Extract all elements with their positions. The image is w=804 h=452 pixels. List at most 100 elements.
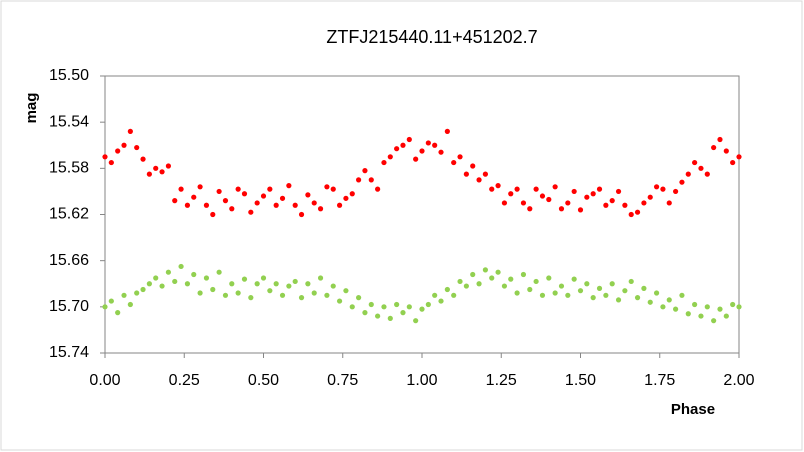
data-point: [394, 146, 400, 152]
data-point: [222, 198, 229, 204]
data-point: [520, 200, 527, 206]
data-point: [178, 263, 184, 270]
data-point: [501, 283, 508, 289]
x-tick-label: 0.25: [169, 372, 200, 389]
data-point: [210, 286, 216, 293]
data-point: [210, 211, 216, 218]
data-point: [343, 195, 349, 201]
data-point: [267, 288, 273, 294]
data-point: [470, 271, 476, 278]
data-point: [330, 186, 336, 192]
data-point: [248, 295, 254, 301]
data-point: [571, 276, 577, 282]
data-point: [273, 281, 279, 287]
data-point: [102, 304, 108, 310]
data-point: [267, 186, 273, 192]
data-point: [362, 168, 368, 174]
data-point: [375, 186, 381, 192]
data-point: [425, 301, 431, 308]
data-point: [730, 159, 736, 166]
data-point: [349, 191, 355, 197]
data-point: [673, 188, 679, 195]
data-point: [413, 318, 419, 324]
data-point: [666, 297, 672, 303]
data-point: [387, 315, 393, 321]
data-point: [660, 304, 666, 310]
data-point: [609, 281, 615, 287]
data-point: [653, 290, 660, 296]
data-point: [673, 306, 679, 312]
chart-title: ZTFJ215440.11+451202.7: [326, 27, 537, 47]
data-point: [400, 142, 406, 148]
data-point: [108, 298, 114, 304]
data-point: [539, 292, 546, 298]
data-point: [704, 304, 710, 310]
data-point: [241, 191, 248, 197]
data-point: [514, 186, 520, 192]
data-point: [324, 292, 330, 298]
data-point: [647, 194, 653, 200]
data-point: [317, 275, 324, 281]
data-point: [634, 295, 641, 301]
data-point: [717, 306, 723, 312]
y-tick-label: 15.54: [49, 113, 89, 130]
data-point: [609, 198, 615, 204]
data-point: [615, 188, 622, 195]
x-tick-label: 0.50: [248, 372, 279, 389]
data-point: [438, 149, 444, 155]
data-point: [121, 142, 127, 148]
data-point: [584, 194, 590, 200]
data-point: [343, 288, 349, 294]
data-point: [634, 209, 641, 215]
data-point: [292, 202, 298, 208]
data-point: [336, 202, 343, 208]
data-point: [108, 159, 114, 166]
data-point: [685, 311, 691, 317]
x-tick-label: 0.75: [327, 372, 358, 389]
data-point: [666, 200, 672, 206]
data-point: [711, 144, 717, 151]
data-point: [216, 188, 222, 195]
x-tick-label: 2.00: [723, 372, 754, 389]
data-point: [641, 200, 647, 206]
data-point: [577, 207, 584, 213]
data-point: [305, 281, 311, 287]
data-point: [159, 169, 165, 175]
data-point: [628, 278, 634, 285]
data-point: [115, 148, 121, 154]
data-point: [590, 295, 596, 301]
data-point: [203, 202, 210, 208]
data-point: [533, 186, 539, 192]
data-point: [254, 281, 260, 287]
data-point: [419, 306, 425, 312]
data-point: [457, 278, 463, 285]
data-point: [311, 290, 317, 296]
data-point: [615, 297, 622, 303]
x-tick-label: 1.75: [644, 372, 675, 389]
data-point: [406, 304, 412, 310]
data-point: [692, 159, 698, 166]
data-point: [692, 301, 698, 308]
data-point: [273, 202, 279, 208]
y-tick-label: 15.74: [49, 344, 89, 361]
data-point: [140, 286, 146, 293]
data-point: [432, 292, 438, 298]
data-point: [711, 318, 717, 324]
data-point: [191, 194, 197, 200]
data-point: [628, 211, 634, 218]
data-point: [336, 298, 343, 304]
data-point: [679, 292, 685, 298]
data-point: [153, 165, 159, 171]
data-point: [400, 310, 406, 316]
data-point: [406, 136, 412, 143]
data-point: [286, 183, 292, 189]
data-point: [102, 154, 108, 160]
data-point: [197, 290, 203, 296]
data-point: [419, 148, 425, 154]
data-point: [146, 171, 152, 177]
data-point: [590, 191, 596, 197]
x-tick-label: 1.50: [565, 372, 596, 389]
y-tick-label: 15.62: [49, 206, 89, 223]
data-point: [191, 271, 197, 278]
